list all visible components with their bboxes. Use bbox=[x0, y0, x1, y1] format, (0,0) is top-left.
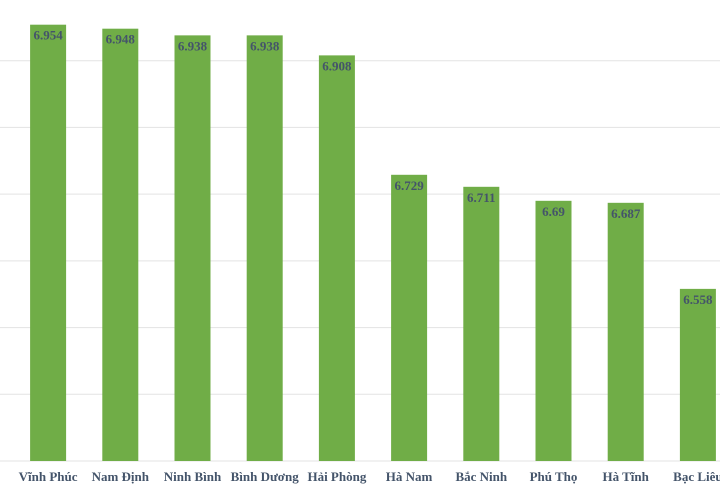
bar bbox=[391, 174, 428, 461]
x-tick-label: Bạc Liêu bbox=[673, 469, 720, 484]
bar bbox=[174, 35, 211, 462]
x-tick-label: Hải Phòng bbox=[307, 469, 366, 484]
bar bbox=[607, 202, 644, 461]
bar bbox=[679, 288, 716, 461]
data-label: 6.938 bbox=[178, 38, 208, 53]
data-label: 6.954 bbox=[33, 28, 63, 43]
bar bbox=[463, 186, 500, 461]
x-tick-label: Bắc Ninh bbox=[455, 469, 507, 484]
x-tick-label: Nam Định bbox=[92, 469, 150, 484]
data-label: 6.948 bbox=[106, 32, 136, 47]
data-label: 6.711 bbox=[467, 190, 496, 205]
data-label: 6.908 bbox=[322, 58, 352, 73]
bar bbox=[318, 55, 355, 462]
data-label: 6.69 bbox=[542, 204, 565, 219]
x-tick-label: Bình Dương bbox=[231, 469, 300, 484]
x-tick-label: Hà Tĩnh bbox=[603, 469, 650, 484]
data-label: 6.558 bbox=[683, 292, 713, 307]
data-label: 6.687 bbox=[611, 206, 641, 221]
data-label: 6.729 bbox=[394, 178, 424, 193]
bar bbox=[102, 28, 139, 461]
x-tick-label: Hà Nam bbox=[386, 469, 433, 484]
bar bbox=[535, 200, 572, 462]
data-label: 6.938 bbox=[250, 38, 280, 53]
x-tick-label: Phú Thọ bbox=[530, 469, 578, 484]
x-tick-label: Ninh Bình bbox=[164, 469, 222, 484]
bar bbox=[30, 24, 67, 462]
bar bbox=[246, 35, 283, 462]
x-tick-label: Vĩnh Phúc bbox=[19, 469, 78, 484]
